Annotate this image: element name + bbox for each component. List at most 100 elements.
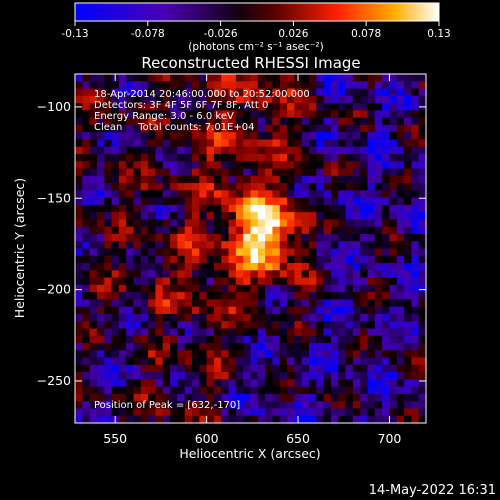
heatmap-cell bbox=[287, 175, 295, 184]
heatmap-cell bbox=[82, 74, 91, 82]
heatmap-cell bbox=[382, 132, 391, 141]
heatmap-cell bbox=[396, 88, 405, 97]
heatmap-cell bbox=[118, 321, 127, 330]
heatmap-cell bbox=[338, 372, 347, 380]
heatmap-cell bbox=[140, 183, 149, 191]
heatmap-cell bbox=[192, 103, 200, 111]
heatmap-cell bbox=[140, 117, 149, 126]
heatmap-cell bbox=[250, 379, 259, 388]
heatmap-cell bbox=[418, 379, 426, 388]
heatmap-cell bbox=[360, 328, 369, 337]
heatmap-cell bbox=[170, 321, 178, 330]
heatmap-cell bbox=[192, 299, 200, 308]
heatmap-cell bbox=[111, 313, 120, 322]
heatmap-cell bbox=[301, 204, 310, 213]
heatmap-cell bbox=[170, 379, 178, 388]
heatmap-cell bbox=[352, 168, 361, 177]
heatmap-cell bbox=[104, 393, 113, 402]
heatmap-cell bbox=[111, 204, 120, 213]
heatmap-cell bbox=[389, 146, 398, 155]
heatmap-cell bbox=[367, 277, 376, 286]
heatmap-cell bbox=[104, 292, 113, 300]
heatmap-cell bbox=[382, 277, 391, 286]
heatmap-cell bbox=[411, 386, 420, 395]
heatmap-cell bbox=[184, 175, 193, 184]
heatmap-cell bbox=[206, 95, 215, 104]
heatmap-cell bbox=[338, 379, 347, 388]
heatmap-cell bbox=[126, 263, 135, 271]
heatmap-cell bbox=[404, 95, 412, 104]
heatmap-cell bbox=[82, 255, 91, 264]
annotation-energy: Energy Range: 3.0 - 6.0 keV bbox=[94, 111, 234, 122]
heatmap-cell bbox=[184, 401, 193, 410]
plot-title: Reconstructed RHESSI Image bbox=[141, 54, 360, 72]
heatmap-cell bbox=[184, 132, 193, 141]
heatmap-cell bbox=[148, 175, 157, 184]
heatmap-cell bbox=[367, 415, 376, 423]
heatmap-cell bbox=[330, 117, 339, 126]
heatmap-cell bbox=[360, 364, 369, 373]
heatmap-cell bbox=[345, 183, 354, 191]
heatmap-cell bbox=[411, 277, 420, 286]
heatmap-cell bbox=[133, 103, 142, 111]
heatmap-cell bbox=[104, 183, 113, 191]
heatmap-cell bbox=[330, 306, 339, 315]
heatmap-cell bbox=[199, 335, 208, 344]
heatmap-cell bbox=[192, 124, 200, 133]
heatmap-cell bbox=[360, 415, 369, 423]
heatmap-cell bbox=[162, 161, 171, 170]
heatmap-cell bbox=[257, 277, 266, 286]
heatmap-cell bbox=[287, 110, 295, 119]
heatmap-cell bbox=[162, 132, 171, 141]
heatmap-cell bbox=[250, 103, 259, 111]
heatmap-cell bbox=[82, 306, 91, 315]
heatmap-cell bbox=[323, 328, 332, 337]
heatmap-cell bbox=[206, 153, 215, 162]
heatmap-cell bbox=[338, 212, 347, 221]
heatmap-cell bbox=[374, 74, 383, 82]
heatmap-cell bbox=[82, 386, 91, 395]
heatmap-cell bbox=[257, 393, 266, 402]
heatmap-cell bbox=[206, 386, 215, 395]
heatmap-cell bbox=[243, 132, 252, 141]
heatmap-cell bbox=[133, 248, 142, 257]
heatmap-cell bbox=[118, 372, 127, 380]
heatmap-cell bbox=[294, 357, 303, 366]
heatmap-cell bbox=[133, 74, 142, 82]
annotation-detectors: Detectors: 3F 4F 5F 6F 7F 8F, Att 0 bbox=[94, 100, 268, 111]
heatmap-cell bbox=[389, 343, 398, 351]
heatmap-cell bbox=[323, 190, 332, 199]
heatmap-cell bbox=[140, 415, 149, 423]
heatmap-cell bbox=[367, 219, 376, 228]
heatmap-cell bbox=[323, 393, 332, 402]
heatmap-cell bbox=[162, 379, 171, 388]
heatmap-cell bbox=[404, 146, 412, 155]
heatmap-cell bbox=[75, 335, 83, 344]
heatmap-cell bbox=[96, 139, 105, 148]
heatmap-cell bbox=[374, 357, 383, 366]
heatmap-cell bbox=[374, 335, 383, 344]
heatmap-cell bbox=[389, 139, 398, 148]
heatmap-cell bbox=[338, 81, 347, 90]
heatmap-cell bbox=[155, 335, 164, 344]
heatmap-cell bbox=[411, 241, 420, 250]
heatmap-cell bbox=[133, 350, 142, 359]
heatmap-cell bbox=[272, 335, 281, 344]
heatmap-cell bbox=[235, 175, 244, 184]
heatmap-cell bbox=[82, 226, 91, 235]
heatmap-cell bbox=[111, 124, 120, 133]
heatmap-cell bbox=[82, 81, 91, 90]
heatmap-cell bbox=[338, 88, 347, 97]
heatmap-cell bbox=[301, 357, 310, 366]
heatmap-cell bbox=[213, 190, 222, 199]
heatmap-cell bbox=[367, 364, 376, 373]
heatmap-cell bbox=[257, 248, 266, 257]
heatmap-cell bbox=[140, 306, 149, 315]
heatmap-cell bbox=[104, 350, 113, 359]
heatmap-cell bbox=[411, 343, 420, 351]
heatmap-cell bbox=[279, 386, 288, 395]
heatmap-cell bbox=[360, 212, 369, 221]
heatmap-cell bbox=[126, 132, 135, 141]
heatmap-cell bbox=[82, 313, 91, 322]
heatmap-cell bbox=[418, 255, 426, 264]
